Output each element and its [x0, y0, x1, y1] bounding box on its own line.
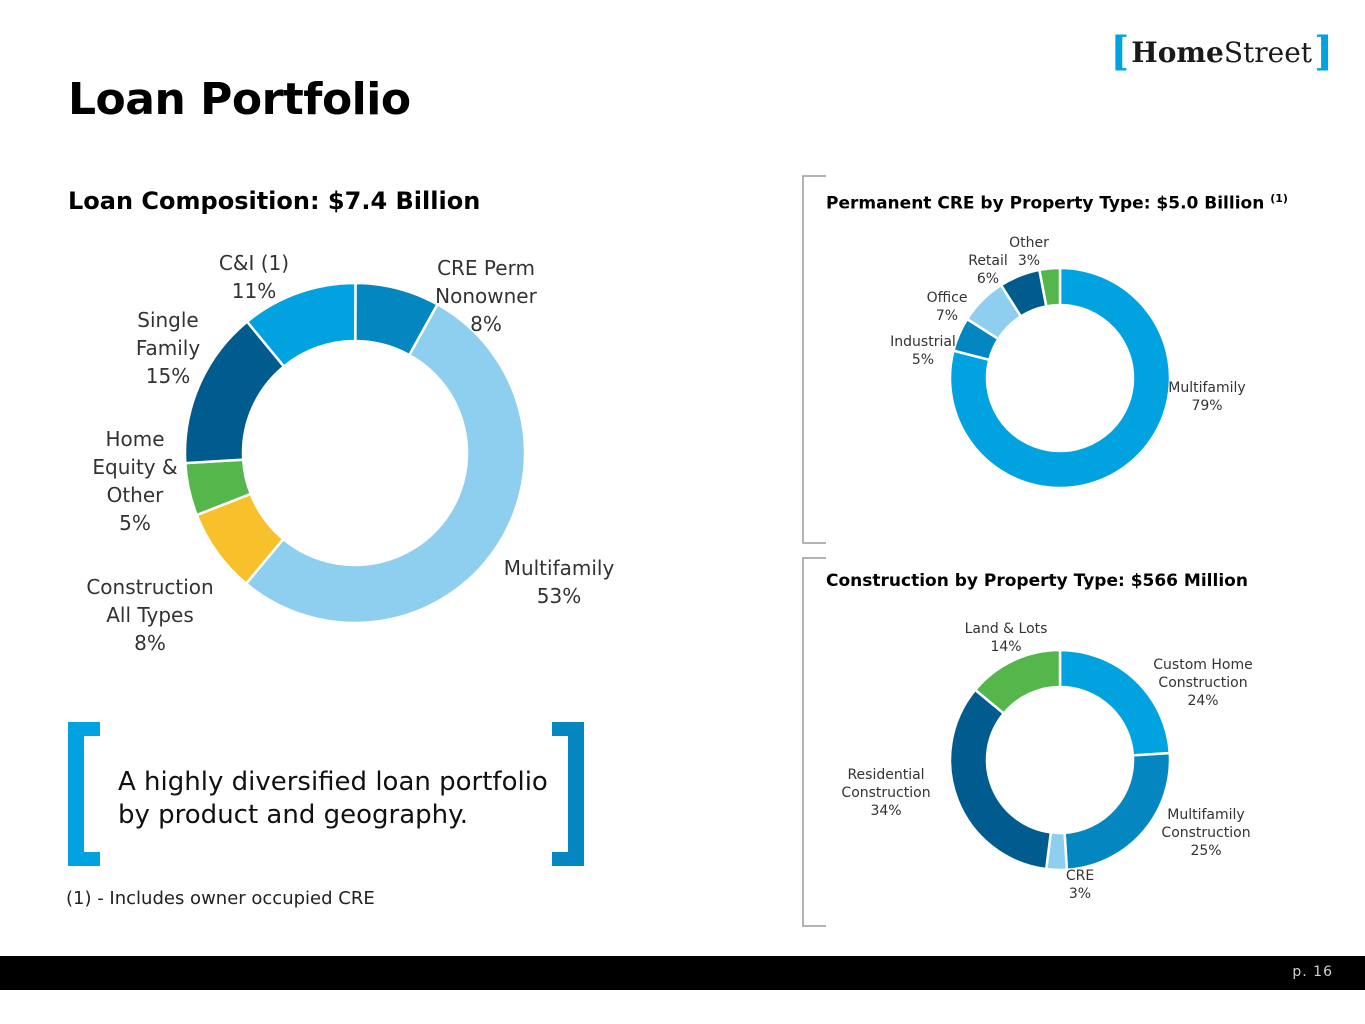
donut-label-multifamily-construction: Multifamily Construction 25%: [1161, 807, 1250, 859]
logo-street-text: Street: [1223, 35, 1313, 69]
donut-label-line: 11%: [232, 279, 276, 303]
donut-label-line: 24%: [1187, 693, 1218, 709]
donut-label-line: Equity &: [92, 455, 177, 479]
donut-label-line: Family: [136, 336, 201, 360]
construction-title: Construction by Property Type: $566 Mill…: [826, 571, 1248, 591]
page-title: Loan Portfolio: [68, 74, 411, 125]
donut-label-line: Other: [1009, 235, 1049, 251]
quote-text: A highly diversified loan portfolio by p…: [118, 767, 548, 830]
donut-label-line: 15%: [146, 364, 190, 388]
donut-label-line: 8%: [134, 631, 166, 655]
donut-label-line: Retail: [968, 253, 1008, 269]
donut-label-line: Industrial: [890, 334, 956, 350]
donut-label-residential-construction: Residential Construction 34%: [841, 767, 930, 819]
donut-label-multifamily: Multifamily 79%: [1168, 380, 1245, 414]
donut-slice-multifamily: [244, 302, 527, 625]
donut-label-land-lots: Land & Lots 14%: [965, 621, 1048, 655]
donut-label-line: Land & Lots: [965, 621, 1048, 637]
donut-label-industrial: Industrial 5%: [890, 334, 956, 368]
page-number: p. 16: [1292, 964, 1333, 980]
donut-label-line: Construction: [1158, 675, 1247, 691]
permanent-cre-title-note: (1): [1270, 192, 1288, 205]
donut-label-line: Construction: [86, 575, 213, 599]
section-bracket-bottom: [802, 557, 826, 927]
donut-label-cre-perm-nonowner: CRE Perm Nonowner 8%: [435, 256, 537, 336]
donut-label-line: CRE Perm: [437, 256, 535, 280]
donut-slice-multifamily: [948, 266, 1172, 490]
donut-label-home-equity-other: Home Equity & Other 5%: [92, 427, 177, 535]
donut-label-line: Custom Home: [1153, 657, 1252, 673]
homestreet-logo: [ Home Street ]: [1108, 30, 1335, 74]
donut-label-cre: CRE 3%: [1066, 868, 1094, 902]
donut-label-line: 7%: [936, 308, 958, 324]
donut-label-c-i-1-: C&I (1) 11%: [219, 251, 289, 303]
quote-bracket-left: [68, 722, 100, 866]
donut-label-single-family: Single Family 15%: [136, 308, 201, 388]
donut-label-line: Other: [107, 483, 165, 507]
donut-label-line: Office: [927, 290, 968, 306]
donut-slice-cre-perm-nonowner: [354, 281, 440, 357]
permanent-cre-title: Permanent CRE by Property Type: $5.0 Bil…: [826, 192, 1288, 214]
donut-label-line: Construction: [841, 785, 930, 801]
section-bracket-top: [802, 175, 826, 544]
donut-label-line: 3%: [1069, 886, 1091, 902]
logo-bracket-close: ]: [1314, 28, 1333, 75]
donut-label-line: Single: [137, 308, 198, 332]
donut-label-retail: Retail 6%: [968, 253, 1008, 287]
donut-label-line: Multifamily: [1168, 380, 1245, 396]
donut-label-line: 3%: [1018, 253, 1040, 269]
donut-label-line: 79%: [1191, 398, 1222, 414]
donut-label-line: 8%: [470, 312, 502, 336]
donut-label-line: Nonowner: [435, 284, 537, 308]
donut-label-office: Office 7%: [927, 290, 968, 324]
quote-bracket-right: [552, 722, 584, 866]
footnote: (1) - Includes owner occupied CRE: [66, 888, 375, 909]
donut-label-line: 14%: [990, 639, 1021, 655]
donut-label-construction-all-types: Construction All Types 8%: [86, 575, 213, 655]
donut-label-line: C&I (1): [219, 251, 289, 275]
donut-label-line: Home: [105, 427, 164, 451]
donut-label-line: Multifamily: [1167, 807, 1244, 823]
donut-slice-other: [1037, 266, 1062, 308]
donut-label-line: 5%: [119, 511, 151, 535]
logo-bracket-open: [: [1110, 28, 1130, 75]
donut-label-line: 53%: [537, 584, 581, 608]
donut-label-line: 6%: [977, 271, 999, 287]
footer-bar: p. 16: [0, 956, 1365, 990]
permanent-cre-title-text: Permanent CRE by Property Type: $5.0 Bil…: [826, 193, 1265, 214]
donut-label-line: 25%: [1190, 843, 1221, 859]
donut-label-line: Multifamily: [504, 556, 615, 580]
donut-label-multifamily: Multifamily 53%: [504, 556, 615, 608]
logo-home-text: Home: [1131, 35, 1224, 69]
donut-label-line: Residential: [847, 767, 924, 783]
donut-slice-land-lots: [973, 648, 1062, 716]
donut-label-custom-home-construction: Custom Home Construction 24%: [1153, 657, 1252, 709]
donut-label-line: Construction: [1161, 825, 1250, 841]
donut-slice-residential-construction: [948, 688, 1053, 871]
donut-label-line: 34%: [870, 803, 901, 819]
donut-label-other: Other 3%: [1009, 235, 1049, 269]
loan-composition-title: Loan Composition: $7.4 Billion: [68, 187, 481, 215]
donut-label-line: All Types: [106, 603, 194, 627]
donut-label-line: CRE: [1066, 868, 1094, 884]
donut-label-line: 5%: [912, 352, 934, 368]
